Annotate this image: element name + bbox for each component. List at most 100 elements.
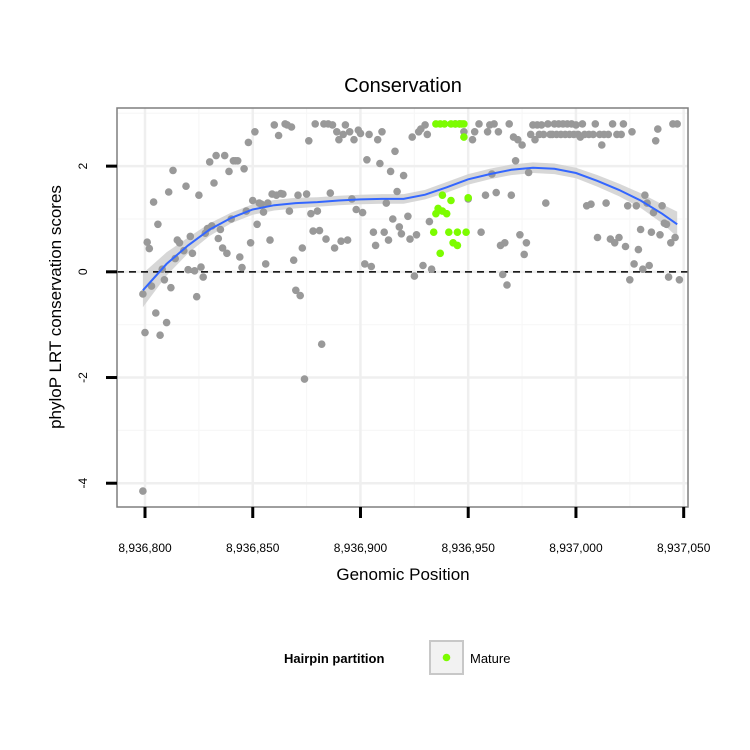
point-other <box>352 205 361 214</box>
point-other <box>298 244 307 252</box>
x-tick-label: 8,937,000 <box>549 541 603 555</box>
point-other <box>470 128 479 136</box>
point-other <box>350 135 358 144</box>
point-other <box>587 200 595 208</box>
point-other <box>343 236 352 244</box>
point-mature <box>442 209 451 218</box>
point-other <box>285 207 294 215</box>
point-other <box>645 261 653 270</box>
point-other <box>537 121 546 129</box>
point-other <box>619 120 628 128</box>
point-other <box>386 167 395 176</box>
point-other <box>160 276 169 284</box>
point-other <box>317 340 326 349</box>
point-mature <box>460 120 468 128</box>
point-other <box>410 272 419 280</box>
point-other <box>421 121 429 129</box>
point-other <box>578 120 587 128</box>
point-other <box>636 225 645 234</box>
point-other <box>315 226 324 235</box>
point-other <box>313 207 322 215</box>
point-other <box>593 233 602 242</box>
point-other <box>371 241 380 250</box>
y-tick-label: 2 <box>76 162 90 169</box>
point-other <box>526 130 535 139</box>
point-other <box>511 157 520 165</box>
point-other <box>524 168 533 177</box>
point-other <box>516 231 524 239</box>
x-axis: 8,936,800 8,936,850 8,936,900 8,936,950 8,93… <box>118 507 711 555</box>
point-other <box>481 191 490 199</box>
point-other <box>531 135 539 144</box>
point-other <box>251 128 259 136</box>
point-other <box>412 231 421 239</box>
legend-mature-marker <box>442 653 451 662</box>
point-other <box>425 217 434 226</box>
point-other <box>460 128 468 136</box>
point-other <box>365 130 373 139</box>
loess-smooth-line <box>142 166 678 291</box>
point-other <box>149 198 158 206</box>
point-other <box>233 157 242 165</box>
point-other <box>223 249 231 258</box>
point-other <box>483 128 492 136</box>
point-other <box>205 158 214 166</box>
point-other <box>406 235 414 243</box>
point-other <box>171 254 179 263</box>
point-mature <box>438 191 447 199</box>
point-other <box>225 167 233 176</box>
point-other <box>335 135 343 144</box>
point-other <box>427 265 436 274</box>
point-other <box>270 121 279 129</box>
point-other <box>264 199 272 207</box>
point-other <box>630 260 638 268</box>
point-other <box>339 130 348 139</box>
point-other <box>154 220 162 229</box>
point-other <box>279 190 287 198</box>
x-axis-title: Genomic Position <box>336 565 469 584</box>
point-other <box>608 120 617 128</box>
point-other <box>664 273 673 281</box>
point-other <box>539 130 548 139</box>
point-other <box>604 130 613 139</box>
point-other <box>220 151 229 160</box>
point-other <box>302 190 311 198</box>
point-other <box>218 244 227 252</box>
grid <box>117 108 688 507</box>
point-other <box>305 137 313 145</box>
point-other <box>492 188 501 197</box>
point-other <box>199 273 207 281</box>
point-other <box>358 208 367 217</box>
point-other <box>641 191 649 199</box>
point-other <box>634 245 643 254</box>
point-other <box>300 375 309 383</box>
legend-label-mature: Mature <box>470 651 510 666</box>
data-points <box>139 120 684 495</box>
point-other <box>369 228 378 236</box>
point-other <box>326 189 335 197</box>
point-mature <box>453 241 462 250</box>
point-other <box>623 202 632 210</box>
point-mature <box>460 133 468 141</box>
point-other <box>505 120 513 128</box>
point-other <box>363 156 371 164</box>
point-mature <box>436 249 445 258</box>
point-mature <box>462 228 470 236</box>
point-other <box>654 125 662 133</box>
point-other <box>514 135 522 144</box>
x-tick-label: 8,936,850 <box>226 541 280 555</box>
point-other <box>656 231 664 239</box>
point-other <box>675 276 684 284</box>
point-other <box>615 233 623 242</box>
point-other <box>382 199 391 207</box>
point-other <box>328 121 337 129</box>
point-other <box>367 262 376 271</box>
point-other <box>195 191 203 199</box>
point-other <box>632 202 641 210</box>
point-other <box>212 151 220 160</box>
point-other <box>475 120 483 128</box>
point-other <box>651 137 660 145</box>
point-other <box>184 265 192 274</box>
point-other <box>186 232 195 241</box>
